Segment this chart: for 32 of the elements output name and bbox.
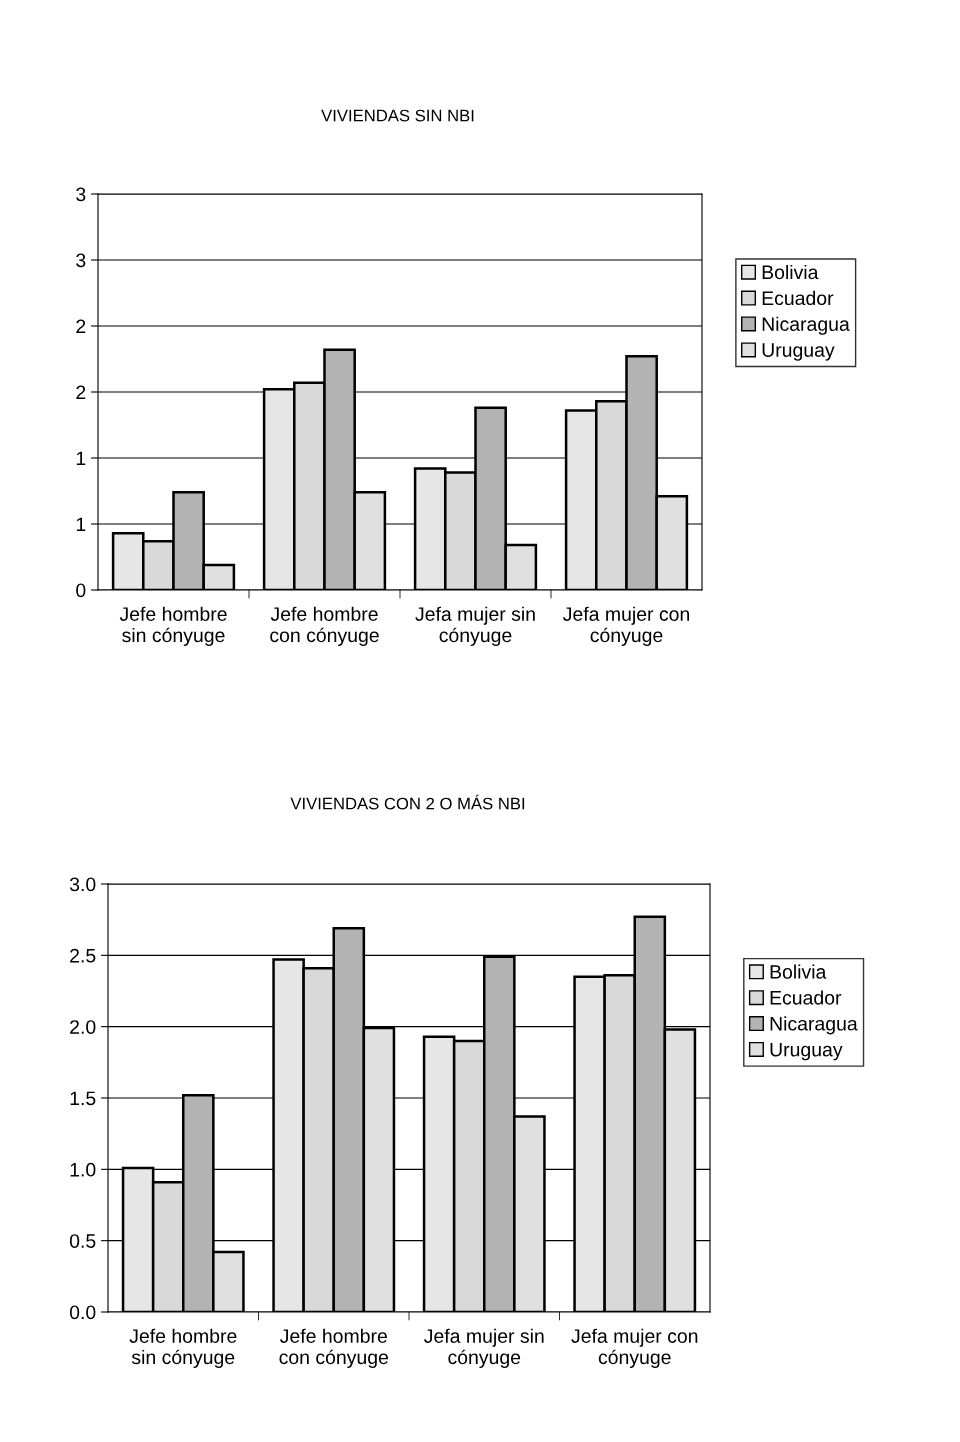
legend-label: Bolivia (770, 964, 827, 979)
x-tick-label: Jefe hombre con cónyuge (270, 606, 379, 647)
x-tick-label: Jefa mujer con cónyuge (571, 1328, 698, 1369)
x-tick-label: Jefe hombre sin cónyuge (119, 606, 227, 647)
y-tick-label: 3.0 (69, 877, 96, 892)
y-tick-label: 2 (76, 319, 86, 334)
legend-label: Ecuador (770, 990, 842, 1005)
chart-title: VIVIENDAS CON 2 O MÁS NBI (290, 794, 525, 810)
y-tick-label: 1.0 (70, 1162, 96, 1177)
x-tick-label: Jefa mujer sin cónyuge (424, 1328, 544, 1369)
y-tick-label: 3 (76, 253, 86, 268)
y-tick-label: 0.0 (69, 1305, 96, 1320)
legend-label: Uruguay (770, 1042, 843, 1061)
x-tick-label: Jefa mujer con cónyuge (563, 606, 690, 647)
legend-label: Nicaragua (770, 1016, 858, 1035)
legend-label: Uruguay (762, 343, 835, 361)
legend-label: Bolivia (762, 264, 819, 280)
y-tick-label: 0.5 (69, 1234, 96, 1248)
y-tick-label: 2.0 (70, 1020, 96, 1034)
y-tick-label: 1 (76, 451, 86, 466)
y-tick-label: 2 (76, 385, 86, 400)
legend-label: Nicaragua (762, 316, 850, 335)
y-tick-label: 1.5 (70, 1091, 96, 1106)
y-tick-label: 2.5 (70, 948, 96, 963)
x-tick-label: Jefe hombre con cónyuge (279, 1328, 389, 1369)
legend-label: Ecuador (762, 290, 834, 306)
y-tick-label: 1 (76, 517, 86, 532)
y-tick-label: 0 (76, 583, 86, 598)
x-tick-label: Jefe hombre sin cónyuge (129, 1328, 237, 1369)
x-tick-label: Jefa mujer sin cónyuge (415, 606, 535, 647)
chart-title: VIVIENDAS SIN NBI (321, 109, 474, 122)
y-tick-label: 3 (76, 187, 86, 202)
